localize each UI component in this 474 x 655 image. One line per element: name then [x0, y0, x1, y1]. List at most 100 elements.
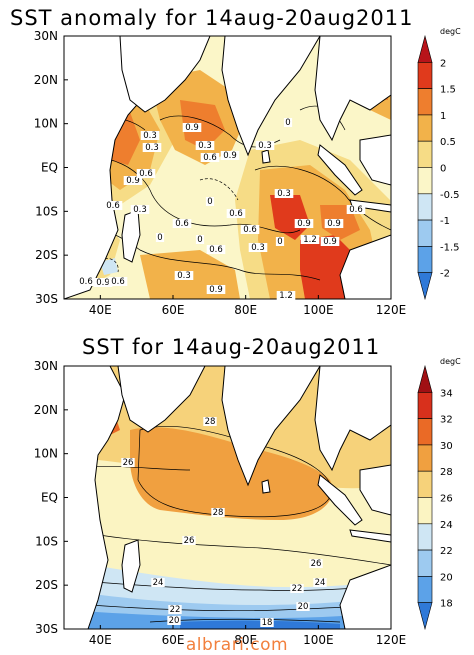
colorbar-tick-label: 18 [440, 599, 453, 610]
lat-tick-label: 30S [35, 622, 58, 636]
contour-label-bg [205, 197, 215, 206]
contour-label: 0 [277, 237, 282, 247]
colorbar-segment [417, 272, 433, 301]
contour-label: 26 [311, 559, 322, 569]
contour-label-bg [182, 123, 202, 132]
contour-label-bg [195, 235, 205, 244]
contour-label-bg [123, 176, 143, 185]
watermark: albrari.com [185, 635, 289, 655]
contour-label: 0 [197, 235, 202, 245]
contour-label: 0.9 [185, 123, 199, 133]
colorbar-segment [417, 497, 433, 525]
lon-tick-label: 40E [89, 303, 112, 317]
lon-tick-label: 100E [303, 303, 334, 317]
lat-tick-label: 20N [34, 403, 58, 417]
colorbar-segment [417, 140, 433, 168]
contour-label: 0.3 [251, 243, 265, 253]
colorbar-segment [417, 392, 433, 419]
contour-label: 0.3 [177, 271, 191, 281]
contour-label-bg [275, 237, 285, 246]
lat-tick-label: EQ [41, 491, 58, 505]
sst-map [64, 366, 391, 629]
lat-tick-label: 20N [34, 73, 58, 87]
contour-label-bg [174, 271, 194, 280]
colorbar-tick-label: 2 [440, 58, 446, 69]
contour-label: 0.6 [106, 201, 120, 211]
contour-label: 0.9 [126, 176, 140, 186]
colorbar-tick-label: 0 [440, 164, 446, 175]
contour-label-bg [309, 559, 323, 568]
anomaly-contour-labels: 0.30.3 0.30.90.90.600.30.90.60.60.300.600… [76, 118, 366, 301]
contour-label: 0.9 [297, 219, 311, 229]
anomaly-map [64, 36, 391, 299]
contour-label-bg [324, 219, 344, 228]
colorbar-tick-label: 26 [440, 494, 453, 505]
sst-map-title: SST for 14aug-20aug2011 [82, 335, 381, 359]
contour-label-bg [203, 417, 217, 426]
anomaly-lon-axis: 40E 60E 80E 100E 120E [89, 295, 406, 317]
contour-label-bg [255, 141, 275, 150]
colorbar-segment [417, 34, 433, 63]
sst-colorbar: 34 32 30 28 26 24 22 20 18 degC [417, 357, 461, 631]
contour-label-bg [195, 141, 215, 150]
contour-label: 0.9 [323, 237, 337, 247]
contour-label: 0.3 [143, 131, 157, 141]
contour-label-bg [182, 536, 196, 545]
colorbar-tick-label: 28 [440, 467, 453, 478]
contour-label-bg [155, 233, 165, 242]
colorbar-segment [417, 549, 433, 577]
contour-label-bg [274, 189, 294, 198]
contour-label: 0 [157, 233, 162, 243]
contour-label: 0.6 [79, 277, 93, 287]
lat-tick-label: 20S [35, 578, 58, 592]
lat-tick-label: EQ [41, 161, 58, 175]
contour-label: 0.9 [223, 151, 237, 161]
contour-label: 28 [205, 417, 216, 427]
contour-label-bg [300, 235, 320, 244]
colorbar-segment [417, 62, 433, 89]
colorbar-tick-label: 30 [440, 441, 453, 452]
colorbar-tick-label: -2 [440, 269, 450, 280]
contour-label: 28 [213, 508, 224, 518]
contour-label: 0.6 [229, 209, 243, 219]
contour-label: 1.2 [303, 235, 317, 245]
lat-tick-label: 10N [34, 117, 58, 131]
contour-label-bg [220, 151, 240, 160]
sst-lon-axis: 40E 60E 80E 100E 120E [89, 625, 406, 647]
contour-label: 0.6 [349, 205, 363, 215]
contour-label-bg [121, 458, 135, 467]
contour-label-bg [294, 219, 314, 228]
colorbar-segment [417, 364, 433, 393]
colorbar-units: degC [440, 27, 461, 36]
contour-label: 0.6 [243, 225, 257, 235]
colorbar-segment [417, 193, 433, 221]
contour-label: 0.3 [133, 205, 147, 215]
contour-label-bg [211, 508, 225, 517]
contour-label: 26 [184, 536, 195, 546]
colorbar-segment [417, 167, 433, 195]
contour-label-bg [108, 277, 128, 286]
contour-label: 0.6 [139, 169, 153, 179]
lon-tick-label: 60E [162, 303, 185, 317]
colorbar-units: degC [440, 357, 461, 366]
anomaly-colorbar: 2 1.5 1 0.5 0 -0.5 -1 -1.5 -2 degC [417, 27, 461, 301]
colorbar-segment [417, 114, 433, 142]
lon-tick-label: 80E [234, 633, 257, 647]
colorbar-segment [417, 576, 433, 603]
contour-label-bg [200, 153, 220, 162]
contour-label-bg [172, 219, 192, 228]
contour-label-bg [290, 584, 304, 593]
colorbar-segment [417, 602, 433, 631]
colorbar-tick-label: 1 [440, 111, 446, 122]
contour-label-bg [313, 578, 327, 587]
contour-label: 0.6 [111, 277, 125, 287]
contour-label: 22 [292, 584, 303, 594]
lon-tick-label: 80E [234, 303, 257, 317]
contour-label-bg [283, 118, 293, 127]
contour-label-bg [167, 616, 181, 625]
contour-label-bg [76, 277, 96, 286]
colorbar-segment [417, 246, 433, 273]
lat-tick-label: 30S [35, 292, 58, 306]
contour-label-bg [296, 602, 310, 611]
colorbar-tick-label: 22 [440, 546, 453, 557]
